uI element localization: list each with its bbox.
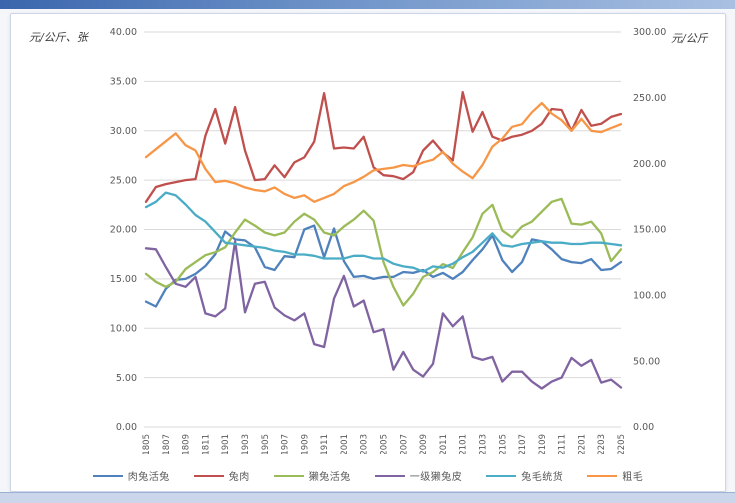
slide-bottom-border	[0, 493, 735, 503]
series-line-2	[144, 197, 623, 307]
y-axis-tick-label-left: 20.00	[110, 225, 137, 236]
x-axis-tick-label: 202111	[558, 434, 568, 454]
x-axis-tick-label: 201905	[261, 434, 271, 454]
legend-label: 一级獭兔皮	[409, 472, 463, 483]
y-axis-tick-label-right: 0.00	[633, 422, 654, 433]
left-axis-title: 元/公斤、张	[29, 31, 88, 44]
x-axis-tick-label: 202201	[577, 434, 587, 454]
y-axis-tick-label-left: 25.00	[110, 175, 137, 186]
x-axis-tick-label: 202009	[419, 434, 429, 454]
series-line-5	[144, 101, 623, 203]
legend-swatch	[374, 474, 405, 477]
x-axis-tick-label: 202011	[439, 434, 449, 454]
x-axis-tick-label: 201809	[182, 434, 192, 454]
y-axis-tick-label-right: 300.00	[633, 27, 666, 38]
x-axis-tick-label: 202105	[498, 434, 508, 454]
x-axis-tick-label: 202101	[459, 434, 469, 454]
legend-swatch	[587, 474, 618, 477]
x-axis-tick-label: 201805	[142, 434, 152, 454]
y-axis-tick-label-left: 40.00	[110, 27, 137, 38]
slide-top-border	[0, 0, 735, 9]
y-axis-tick-label-left: 30.00	[110, 126, 137, 137]
legend-item-1: 兔肉	[193, 468, 250, 483]
x-axis-tick-label: 201901	[221, 434, 231, 454]
legend-swatch	[486, 474, 517, 477]
legend-item-3: 一级獭兔皮	[374, 468, 463, 483]
x-axis-tick-label: 202005	[380, 434, 390, 454]
y-axis-tick-label-right: 250.00	[633, 93, 666, 104]
legend-label: 兔肉	[228, 472, 250, 483]
x-axis-tick-label: 201911	[320, 434, 330, 454]
x-axis-tick-label: 202107	[518, 434, 528, 454]
chart-legend: 肉兔活兔 兔肉 獭兔活兔 一级獭兔皮 兔毛统货 粗毛	[11, 468, 725, 483]
chart-panel: 元/公斤、张 元/公斤 40.00 35.00 30.00 25.00 20.00 15.…	[10, 13, 726, 492]
x-axis-tick-label: 201903	[241, 434, 251, 454]
series-line-3	[144, 240, 623, 390]
legend-item-0: 肉兔活兔	[92, 468, 170, 483]
series-line-0	[144, 224, 623, 308]
legend-swatch	[92, 474, 123, 477]
y-axis-tick-label-right: 100.00	[633, 291, 666, 302]
x-axis-tick-label: 201807	[162, 434, 172, 454]
x-axis-tick-label: 201909	[300, 434, 310, 454]
x-axis-tick-label: 201811	[201, 434, 211, 454]
legend-swatch	[193, 474, 224, 477]
x-axis-tick-label: 202205	[617, 434, 627, 454]
series-line-4	[144, 191, 623, 273]
price-trend-chart: 40.00 35.00 30.00 25.00 20.00 15.00 10.00 5.00 0…	[110, 27, 666, 454]
y-axis-tick-label-left: 5.00	[116, 373, 137, 384]
legend-label: 粗毛	[622, 472, 644, 483]
right-axis-title: 元/公斤	[671, 32, 708, 45]
x-axis-tick-label: 202103	[478, 434, 488, 454]
y-axis-tick-label-right: 200.00	[633, 159, 666, 170]
legend-item-5: 粗毛	[587, 468, 643, 483]
legend-item-4: 兔毛统货	[486, 468, 563, 483]
x-axis-tick-label: 202001	[340, 434, 350, 454]
legend-label: 肉兔活兔	[127, 472, 170, 483]
y-axis-tick-label-left: 35.00	[110, 77, 137, 88]
legend-swatch	[273, 474, 304, 477]
x-axis-tick-label: 201907	[281, 434, 291, 454]
y-axis-tick-label-left: 10.00	[110, 323, 137, 334]
y-axis-tick-label-right: 50.00	[633, 356, 660, 367]
legend-label: 獭兔活兔	[308, 472, 351, 483]
y-axis-tick-label-left: 15.00	[110, 274, 137, 285]
x-axis-tick-label: 202109	[538, 434, 548, 454]
legend-item-2: 獭兔活兔	[273, 468, 351, 483]
x-axis-tick-label: 202203	[597, 434, 607, 454]
x-axis-tick-label: 202003	[360, 434, 370, 454]
x-axis-tick-label: 202007	[399, 434, 409, 454]
legend-label: 兔毛统货	[521, 472, 564, 483]
y-axis-tick-label-left: 0.00	[116, 422, 137, 433]
y-axis-tick-label-right: 150.00	[633, 225, 666, 236]
series-line-1	[144, 91, 623, 203]
